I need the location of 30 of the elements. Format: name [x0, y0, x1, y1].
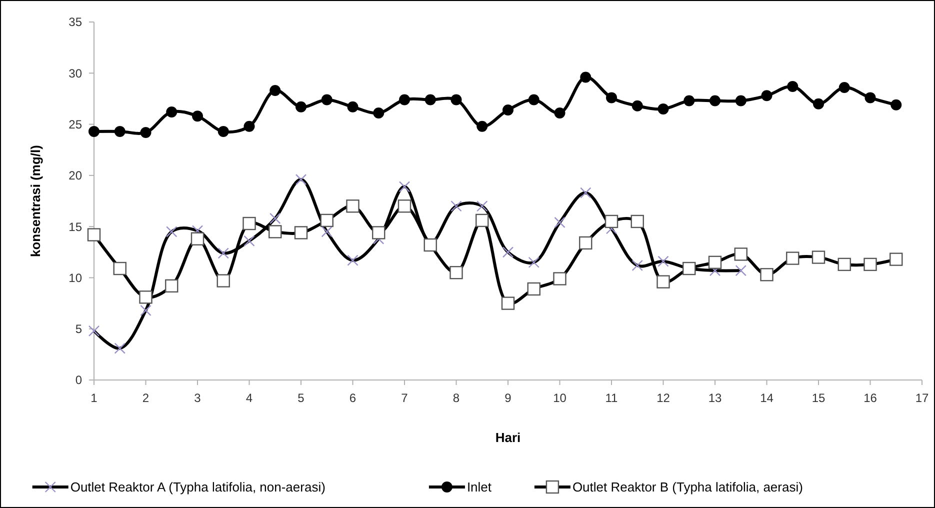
x-tick-label: 8: [452, 391, 460, 405]
x-tick-label: 3: [194, 391, 202, 405]
x-tick-label: 10: [553, 391, 567, 405]
x-tick-label: 16: [864, 391, 878, 405]
x-tick-label: 6: [349, 391, 356, 405]
x-tick-label: 15: [812, 391, 826, 405]
x-tick-label: 11: [605, 391, 618, 405]
x-tick-label: 4: [246, 391, 253, 405]
x-tick-label: 17: [915, 391, 929, 405]
x-tick-label: 12: [656, 391, 670, 405]
x-tick-label: 7: [401, 391, 408, 405]
y-tick-label: 10: [68, 270, 82, 285]
y-tick-label: 30: [68, 66, 82, 80]
x-tick-label: 5: [298, 391, 305, 405]
legend-label: Outlet Reaktor A (Typha latifolia, non-aerasi): [70, 480, 326, 495]
x-tick-label: 2: [142, 391, 150, 405]
y-tick-label: 35: [68, 15, 82, 30]
y-tick-label: 25: [68, 117, 82, 132]
y-tick-label: 0: [75, 373, 82, 388]
x-tick-label: 14: [760, 391, 774, 405]
x-tick-label: 9: [504, 391, 512, 405]
y-tick-label: 15: [68, 220, 82, 234]
x-tick-label: 13: [708, 391, 722, 405]
y-tick-label: 20: [68, 168, 82, 183]
legend-label: Outlet Reaktor B (Typha latifolia, aerasi): [572, 480, 803, 495]
x-tick-label: 1: [90, 391, 98, 405]
y-tick-label: 5: [75, 322, 82, 336]
x-axis-title: Hari: [495, 430, 521, 445]
legend-label: Inlet: [466, 480, 492, 495]
y-axis-title: konsentrasi (mg/l): [28, 145, 43, 257]
